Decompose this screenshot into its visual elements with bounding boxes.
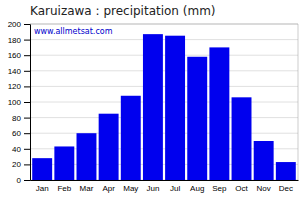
grid-line xyxy=(30,55,298,56)
y-tick: 200 xyxy=(8,20,30,29)
title: Karuizawa : precipitation (mm) xyxy=(30,4,216,18)
y-tick-label: 80 xyxy=(12,114,21,123)
y-axis-line xyxy=(24,25,31,181)
frame xyxy=(30,24,298,25)
x-tick-label: Jun xyxy=(146,184,159,193)
x-tick-label: Mar xyxy=(80,184,94,193)
grid xyxy=(30,24,298,180)
x-tick: Oct xyxy=(235,184,248,193)
bar xyxy=(232,97,252,180)
bar xyxy=(77,133,97,180)
y-tick: 80 xyxy=(12,114,30,123)
y-tick: 120 xyxy=(8,82,30,91)
x-tick: May xyxy=(123,184,138,193)
x-axis: Jan Feb Mar Apr May Jun Jul Aug Sep Oct Nov Dec xyxy=(31,181,299,193)
x-tick: Mar xyxy=(80,184,94,193)
bar xyxy=(276,162,296,180)
x-tick-label: Oct xyxy=(235,184,248,193)
grid-line xyxy=(30,24,298,25)
grid-line xyxy=(30,39,298,40)
grid-line xyxy=(30,117,298,118)
y-tick-mark xyxy=(24,102,30,103)
bar xyxy=(187,57,207,180)
x-tick: Sep xyxy=(212,184,227,193)
x-tick: Apr xyxy=(102,184,115,193)
y-tick: 40 xyxy=(12,145,30,154)
y-tick-mark xyxy=(24,164,30,165)
y-tick: 180 xyxy=(8,36,30,45)
y-tick-label: 0 xyxy=(17,176,22,185)
y-tick-label: 200 xyxy=(8,20,22,29)
y-tick-label: 140 xyxy=(8,67,22,76)
x-tick: Feb xyxy=(57,184,71,193)
x-tick-label: Aug xyxy=(190,184,204,193)
x-tick: Aug xyxy=(190,184,204,193)
plot: 0 20 40 60 80 100 120 140 160 180 200 Jan Feb Mar Apr M… xyxy=(8,20,299,193)
x-axis-line xyxy=(31,180,299,181)
x-tick: Jul xyxy=(170,184,180,193)
y-tick-mark xyxy=(24,149,30,150)
x-tick: Nov xyxy=(257,184,271,193)
bar xyxy=(165,36,185,180)
y-tick: 140 xyxy=(8,67,30,76)
y-tick: 160 xyxy=(8,51,30,60)
bars xyxy=(32,34,296,180)
bar xyxy=(121,96,141,180)
y-tick: 0 xyxy=(17,176,30,185)
y-tick-mark xyxy=(24,55,30,56)
y-tick-label: 40 xyxy=(12,145,21,154)
x-tick-label: Jan xyxy=(36,184,49,193)
y-tick-label: 180 xyxy=(8,36,22,45)
y-tick-label: 60 xyxy=(12,129,21,138)
x-tick-label: May xyxy=(123,184,138,193)
annotation: www.allmetsat.com xyxy=(34,27,113,36)
x-tick-label: Feb xyxy=(57,184,71,193)
y-tick-mark xyxy=(24,24,30,25)
x-tick-label: Jul xyxy=(170,184,180,193)
y-tick-mark xyxy=(24,133,30,134)
y-axis: 0 20 40 60 80 100 120 140 160 180 200 xyxy=(8,20,31,185)
y-tick: 20 xyxy=(12,160,30,169)
x-tick: Dec xyxy=(279,184,293,193)
frame xyxy=(298,24,299,180)
bar xyxy=(209,47,229,180)
x-tick: Jun xyxy=(146,184,159,193)
y-tick: 100 xyxy=(8,98,30,107)
x-tick: Jan xyxy=(36,184,49,193)
y-tick-mark xyxy=(24,40,30,41)
grid-line xyxy=(30,102,298,103)
x-tick-label: Apr xyxy=(102,184,115,193)
bar xyxy=(32,158,52,180)
bar xyxy=(254,141,274,180)
bar xyxy=(99,114,119,180)
y-tick-mark xyxy=(24,180,30,181)
y-tick-label: 160 xyxy=(8,51,22,60)
x-tick-label: Sep xyxy=(212,184,227,193)
x-tick-label: Nov xyxy=(257,184,271,193)
y-tick-mark xyxy=(24,71,30,72)
bar xyxy=(54,146,74,180)
y-tick-label: 100 xyxy=(8,98,22,107)
y-tick-label: 20 xyxy=(12,160,21,169)
y-tick: 60 xyxy=(12,129,30,138)
y-tick-label: 120 xyxy=(8,82,22,91)
grid-line xyxy=(30,86,298,87)
grid-line xyxy=(30,133,298,134)
y-tick-mark xyxy=(24,118,30,119)
chart: Karuizawa : precipitation (mm) 0 20 40 60 80 1… xyxy=(0,0,306,200)
grid-line xyxy=(30,70,298,71)
bar xyxy=(143,34,163,180)
y-tick-mark xyxy=(24,86,30,87)
x-tick-label: Dec xyxy=(279,184,293,193)
